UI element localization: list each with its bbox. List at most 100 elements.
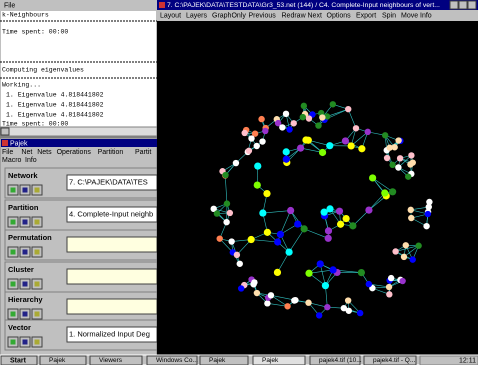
- node[interactable]: [396, 155, 404, 162]
- node[interactable]: [241, 129, 248, 137]
- node[interactable]: [259, 138, 266, 145]
- node[interactable]: [279, 124, 286, 131]
- task-button[interactable]: [199, 355, 249, 365]
- node[interactable]: [349, 222, 357, 230]
- node[interactable]: [426, 198, 433, 206]
- menu-item[interactable]: File: [2, 149, 13, 156]
- section-field[interactable]: [66, 268, 158, 285]
- node[interactable]: [395, 164, 402, 171]
- node[interactable]: [326, 142, 334, 150]
- maximize-button[interactable]: [458, 0, 468, 10]
- task-button[interactable]: [309, 355, 361, 365]
- menu-item[interactable]: Nets: [37, 149, 52, 156]
- node[interactable]: [300, 225, 308, 233]
- node[interactable]: [352, 125, 360, 132]
- node[interactable]: [282, 155, 290, 163]
- node[interactable]: [399, 277, 406, 285]
- node[interactable]: [315, 312, 323, 319]
- menu-item[interactable]: Partit: [135, 149, 151, 156]
- menu-item[interactable]: Redraw: [282, 12, 307, 19]
- node[interactable]: [392, 248, 399, 255]
- scrollbar[interactable]: [0, 126, 158, 137]
- node[interactable]: [284, 303, 291, 310]
- section-field[interactable]: [66, 236, 158, 253]
- minimize-button[interactable]: [449, 0, 459, 10]
- node[interactable]: [290, 120, 297, 127]
- node[interactable]: [318, 148, 327, 157]
- node[interactable]: [335, 207, 344, 215]
- task-button[interactable]: [252, 355, 306, 365]
- task-label[interactable]: Viewers: [99, 357, 123, 364]
- node[interactable]: [305, 299, 312, 306]
- node[interactable]: [299, 113, 307, 121]
- node[interactable]: [400, 253, 408, 261]
- node[interactable]: [233, 251, 241, 259]
- task-button[interactable]: [363, 355, 417, 365]
- node[interactable]: [389, 161, 396, 169]
- node[interactable]: [254, 162, 262, 170]
- node[interactable]: [216, 235, 223, 242]
- node[interactable]: [357, 268, 365, 277]
- node[interactable]: [347, 142, 355, 150]
- node[interactable]: [358, 145, 366, 153]
- node[interactable]: [365, 280, 373, 288]
- menu-item[interactable]: Info: [420, 12, 432, 19]
- node[interactable]: [381, 132, 389, 139]
- node[interactable]: [365, 206, 373, 214]
- node[interactable]: [329, 101, 337, 108]
- node[interactable]: [407, 206, 414, 214]
- node[interactable]: [389, 188, 397, 196]
- node[interactable]: [223, 200, 231, 207]
- node[interactable]: [251, 130, 259, 137]
- node[interactable]: [324, 227, 333, 235]
- node[interactable]: [407, 161, 414, 168]
- task-label[interactable]: Pajek: [209, 357, 226, 364]
- node[interactable]: [296, 144, 305, 152]
- node[interactable]: [319, 114, 326, 121]
- node[interactable]: [316, 260, 324, 268]
- node[interactable]: [364, 128, 371, 136]
- node[interactable]: [232, 159, 240, 167]
- node[interactable]: [263, 228, 271, 236]
- node[interactable]: [408, 152, 415, 159]
- node[interactable]: [259, 209, 267, 217]
- node[interactable]: [395, 137, 402, 144]
- node[interactable]: [356, 309, 364, 317]
- node[interactable]: [222, 171, 229, 179]
- menu-item[interactable]: Layers: [186, 12, 208, 19]
- node[interactable]: [386, 144, 393, 151]
- node[interactable]: [253, 142, 260, 150]
- menu-item[interactable]: Previous: [249, 12, 277, 19]
- node[interactable]: [320, 208, 328, 216]
- node[interactable]: [304, 136, 312, 144]
- node[interactable]: [341, 137, 350, 145]
- task-button[interactable]: [39, 355, 87, 365]
- task-label[interactable]: pajek4.tif (10...: [319, 357, 362, 364]
- node[interactable]: [245, 147, 253, 154]
- task-button[interactable]: [89, 355, 143, 365]
- node[interactable]: [226, 209, 234, 217]
- node[interactable]: [236, 260, 243, 267]
- node[interactable]: [324, 303, 331, 311]
- node[interactable]: [247, 235, 255, 244]
- task-label[interactable]: Pajek: [262, 357, 279, 364]
- node[interactable]: [223, 218, 230, 226]
- node[interactable]: [258, 115, 265, 123]
- node[interactable]: [383, 154, 391, 162]
- node[interactable]: [423, 222, 430, 230]
- start-label[interactable]: Start: [10, 357, 27, 364]
- node[interactable]: [402, 242, 409, 249]
- node[interactable]: [345, 105, 352, 113]
- node[interactable]: [321, 282, 330, 290]
- node[interactable]: [324, 234, 332, 242]
- task-label[interactable]: pajek4.tif - Q...: [373, 357, 415, 364]
- node[interactable]: [329, 266, 337, 274]
- node[interactable]: [300, 102, 308, 110]
- node[interactable]: [381, 189, 389, 197]
- task-label[interactable]: Windows Co...: [156, 357, 198, 364]
- node[interactable]: [276, 230, 284, 238]
- node[interactable]: [391, 144, 398, 151]
- node[interactable]: [213, 210, 221, 217]
- node[interactable]: [315, 122, 322, 129]
- node[interactable]: [336, 220, 345, 228]
